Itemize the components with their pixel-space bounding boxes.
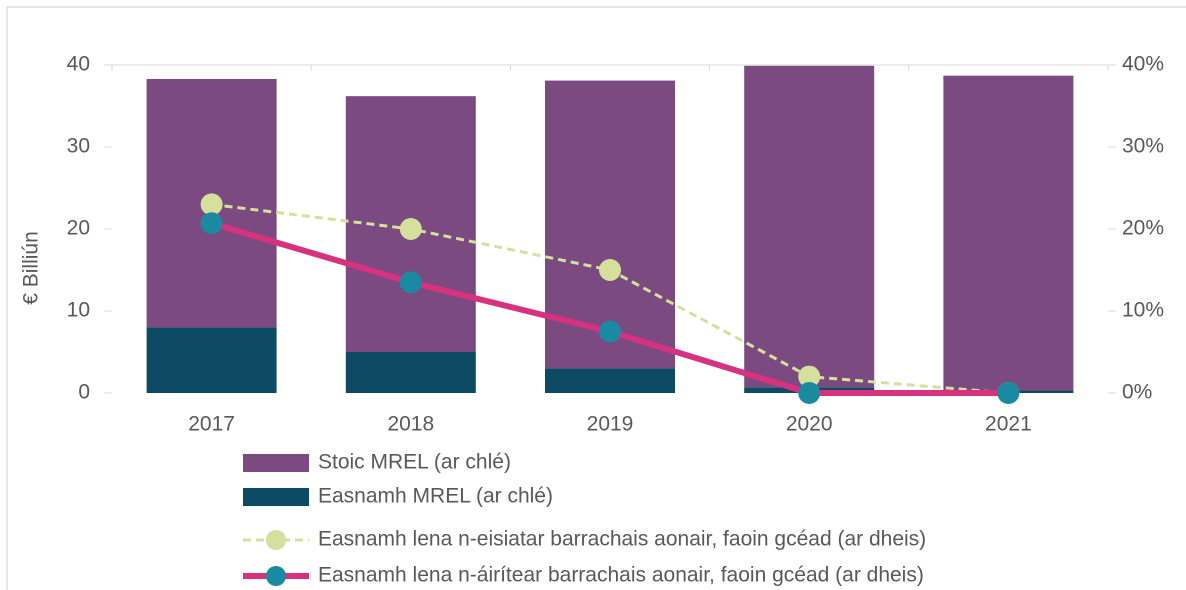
legend-label: Easnamh lena n-áirítear barrachais aonai… [318, 564, 924, 587]
marker [997, 382, 1020, 404]
marker [200, 193, 223, 216]
legend-marker [266, 566, 286, 586]
legend-label: Easnamh MREL (ar chlé) [318, 485, 553, 508]
legend-marker [266, 530, 286, 550]
legend-label: Easnamh lena n-eisiatar barrachais aonai… [318, 528, 926, 551]
bar-segment [545, 368, 675, 393]
y-tick-label: 0 [78, 381, 90, 404]
y2-tick-label: 0% [1122, 381, 1152, 404]
y2-tick-label: 20% [1122, 217, 1164, 240]
bar-segment [345, 352, 476, 393]
y-tick-label: 10 [67, 299, 90, 322]
marker [798, 365, 821, 388]
x-tick-label: 2018 [387, 413, 434, 436]
marker [599, 259, 621, 281]
marker [599, 320, 621, 343]
legend-swatch [243, 488, 309, 506]
y2-tick-label: 10% [1122, 299, 1164, 322]
bar-segment [943, 75, 1074, 391]
marker [399, 218, 422, 240]
y-tick-label: 20 [67, 217, 90, 240]
bar-segment [146, 327, 277, 393]
y-tick-label: 40 [67, 53, 90, 76]
marker [200, 212, 223, 235]
x-tick-label: 2019 [587, 413, 634, 436]
y2-tick-label: 40% [1122, 53, 1164, 76]
y-tick-label: 30 [67, 135, 90, 158]
x-tick-label: 2020 [786, 413, 833, 436]
y-axis-label: € Billiún [20, 231, 43, 305]
y2-tick-label: 30% [1122, 135, 1164, 158]
legend-swatch [243, 454, 309, 472]
marker [399, 271, 422, 294]
x-tick-label: 2021 [985, 413, 1032, 436]
legend-label: Stoic MREL (ar chlé) [318, 451, 511, 474]
marker [798, 382, 821, 404]
x-tick-label: 2017 [188, 413, 235, 436]
bar-segment [744, 65, 875, 388]
